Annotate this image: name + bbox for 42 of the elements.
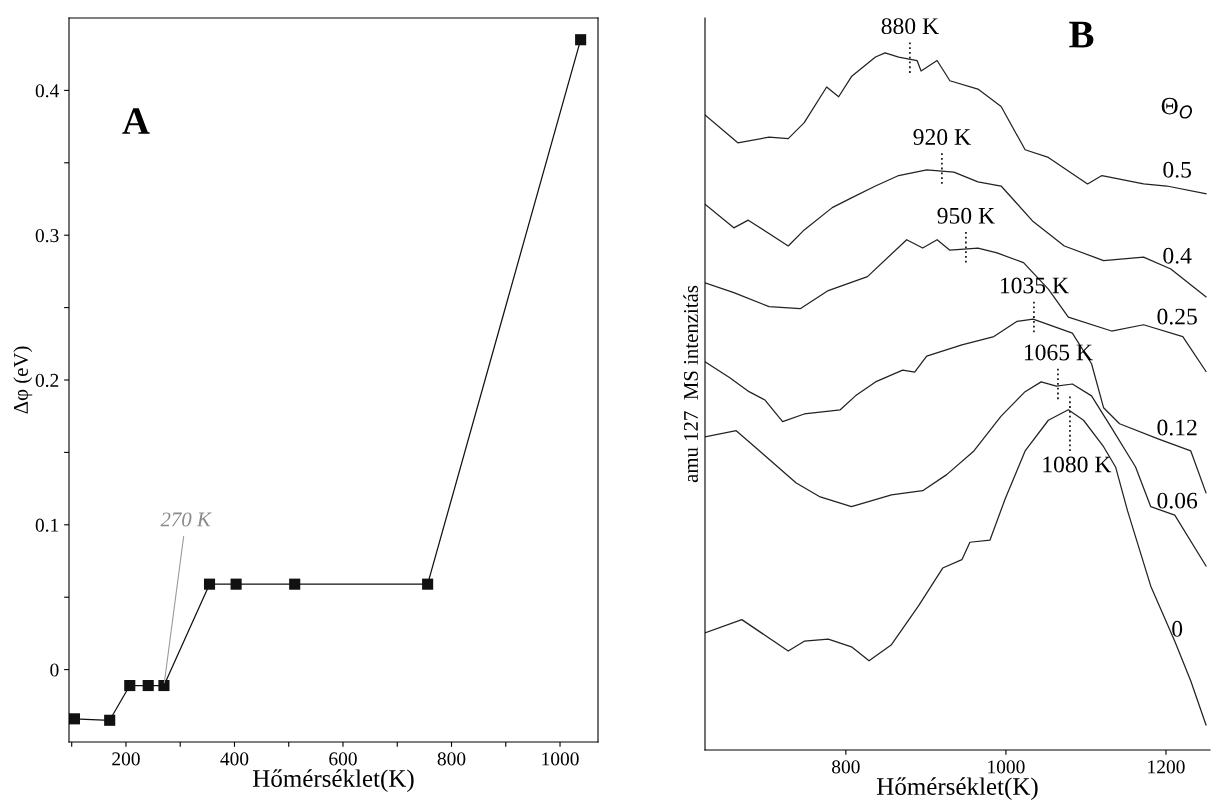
x-tick-label: 1000: [542, 752, 579, 766]
point: [104, 714, 116, 726]
annotation: 1080 K: [1043, 456, 1112, 473]
x-tick-label: 800: [437, 752, 466, 766]
series-label: 0: [1172, 620, 1183, 637]
x-tick-label: 600: [329, 752, 357, 766]
x-tick-label: 200: [112, 752, 140, 766]
point: [289, 578, 301, 590]
x-tick-label: 400: [220, 752, 249, 766]
series-label: 0.25: [1157, 308, 1197, 325]
x-tick-label: 1000: [988, 760, 1025, 774]
series-label: 0.4: [1163, 247, 1192, 264]
x-axis-title: Hőmérséklet(K): [253, 769, 414, 793]
y-tick-label: 0.2: [35, 373, 59, 388]
series-label: 0.06: [1157, 492, 1198, 509]
x-tick-label: 1200: [1148, 760, 1185, 774]
point: [422, 578, 434, 590]
annotation: 950 K: [937, 207, 995, 224]
annotation: 1035 K: [1000, 277, 1069, 294]
point: [69, 713, 80, 725]
y-tick-label: 0: [50, 663, 59, 677]
point: [575, 34, 587, 46]
series-label: 0.12: [1157, 419, 1197, 436]
text: B: [1069, 21, 1094, 48]
y-tick-label: 0.4: [35, 84, 59, 98]
series-label: 0.5: [1163, 161, 1192, 178]
annotation: A: [122, 108, 150, 134]
annotation: 270 K: [160, 512, 212, 527]
point: [124, 679, 136, 692]
point: [203, 578, 216, 590]
point: [230, 578, 242, 590]
y-axis-title: amu 127 MS intenzitás: [683, 285, 698, 483]
y-axis-title: Δφ (eV): [13, 346, 33, 414]
annotation: 920 K: [913, 129, 971, 145]
legend-title: Θ$_{O}$: [1161, 97, 1193, 119]
point: [158, 679, 170, 692]
x-tick-label: 800: [832, 760, 860, 774]
x-axis-title: Hőmérséklet(K): [877, 777, 1038, 801]
annotation: 880 K: [881, 18, 939, 35]
point: [142, 679, 154, 692]
y-tick-label: 0.1: [35, 518, 59, 532]
y-tick-label: 0.3: [35, 229, 59, 243]
